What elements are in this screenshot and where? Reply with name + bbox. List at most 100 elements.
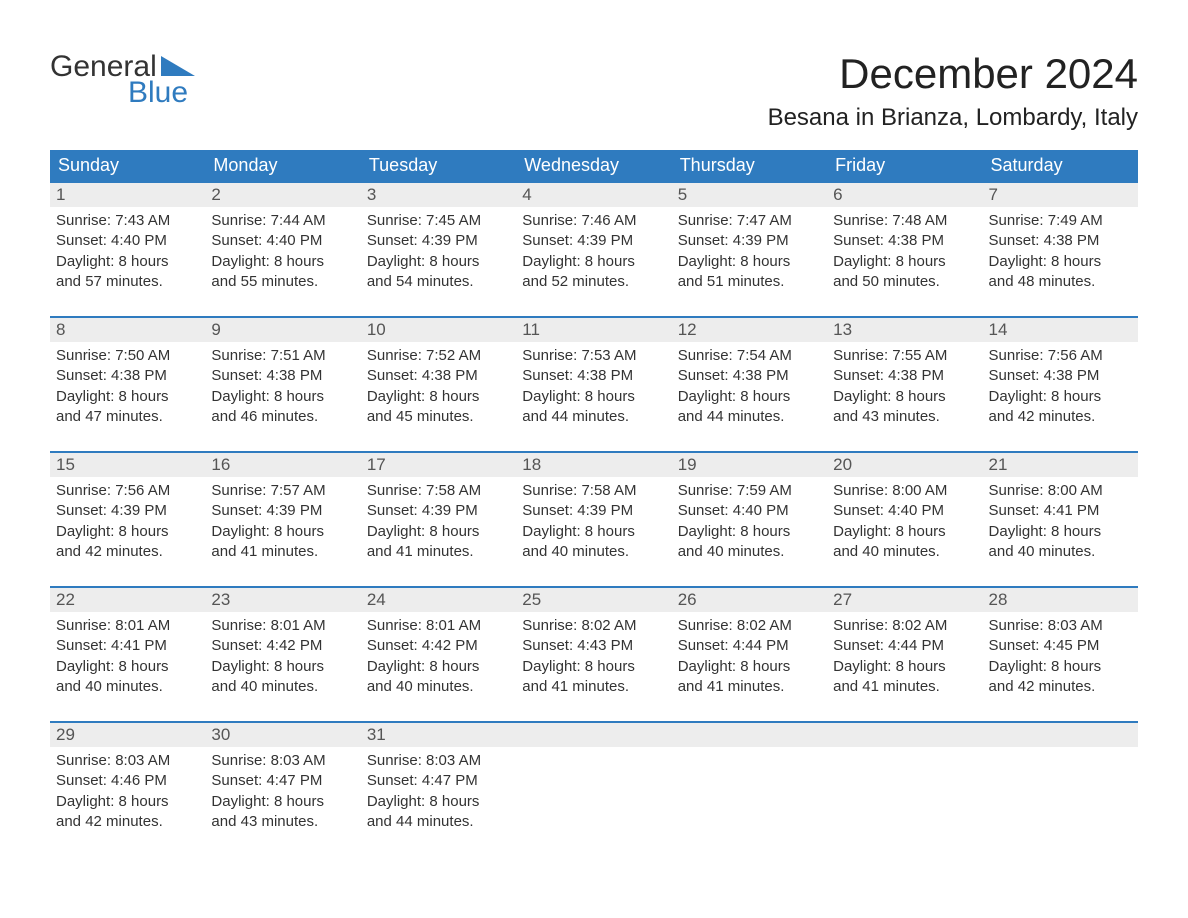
daylight-line1: Daylight: 8 hours <box>56 792 199 812</box>
sunset-text: Sunset: 4:40 PM <box>833 501 976 521</box>
day-number <box>827 723 982 747</box>
location-text: Besana in Brianza, Lombardy, Italy <box>768 104 1138 132</box>
sunset-text: Sunset: 4:43 PM <box>522 636 665 656</box>
sunset-text: Sunset: 4:38 PM <box>833 231 976 251</box>
weekday-friday: Friday <box>827 150 982 181</box>
day-number: 29 <box>50 723 205 747</box>
day-number: 23 <box>205 588 360 612</box>
day-number: 10 <box>361 318 516 342</box>
sunrise-text: Sunrise: 8:00 AM <box>833 481 976 501</box>
sunset-text: Sunset: 4:40 PM <box>678 501 821 521</box>
day-number: 12 <box>672 318 827 342</box>
daylight-line1: Daylight: 8 hours <box>833 657 976 677</box>
week-row: 293031Sunrise: 8:03 AMSunset: 4:46 PMDay… <box>50 721 1138 838</box>
sunrise-text: Sunrise: 8:03 AM <box>367 751 510 771</box>
daylight-line2: and 44 minutes. <box>367 812 510 832</box>
sunrise-text: Sunrise: 8:00 AM <box>989 481 1132 501</box>
daylight-line1: Daylight: 8 hours <box>833 252 976 272</box>
day-number: 19 <box>672 453 827 477</box>
day-detail: Sunrise: 7:52 AMSunset: 4:38 PMDaylight:… <box>361 342 516 433</box>
sunrise-text: Sunrise: 7:46 AM <box>522 211 665 231</box>
daylight-line1: Daylight: 8 hours <box>989 387 1132 407</box>
day-number-row: 1234567 <box>50 181 1138 207</box>
daylight-line2: and 40 minutes. <box>367 677 510 697</box>
sunset-text: Sunset: 4:39 PM <box>678 231 821 251</box>
day-number: 25 <box>516 588 671 612</box>
sunrise-text: Sunrise: 7:58 AM <box>522 481 665 501</box>
day-number: 7 <box>983 183 1138 207</box>
daylight-line2: and 41 minutes. <box>211 542 354 562</box>
sunrise-text: Sunrise: 7:47 AM <box>678 211 821 231</box>
day-number-row: 22232425262728 <box>50 586 1138 612</box>
sunset-text: Sunset: 4:44 PM <box>833 636 976 656</box>
daylight-line1: Daylight: 8 hours <box>522 657 665 677</box>
day-number: 20 <box>827 453 982 477</box>
sunset-text: Sunset: 4:38 PM <box>211 366 354 386</box>
daylight-line1: Daylight: 8 hours <box>522 252 665 272</box>
logo-text-blue: Blue <box>128 76 188 110</box>
day-number-row: 891011121314 <box>50 316 1138 342</box>
day-detail-row: Sunrise: 8:03 AMSunset: 4:46 PMDaylight:… <box>50 747 1138 838</box>
sunrise-text: Sunrise: 7:54 AM <box>678 346 821 366</box>
daylight-line1: Daylight: 8 hours <box>211 792 354 812</box>
sunset-text: Sunset: 4:38 PM <box>367 366 510 386</box>
daylight-line1: Daylight: 8 hours <box>367 792 510 812</box>
daylight-line1: Daylight: 8 hours <box>678 387 821 407</box>
day-detail: Sunrise: 7:43 AMSunset: 4:40 PMDaylight:… <box>50 207 205 298</box>
sunrise-text: Sunrise: 7:44 AM <box>211 211 354 231</box>
sunrise-text: Sunrise: 8:01 AM <box>56 616 199 636</box>
sunrise-text: Sunrise: 7:43 AM <box>56 211 199 231</box>
daylight-line1: Daylight: 8 hours <box>211 252 354 272</box>
week-row: 891011121314 Sunrise: 7:50 AM Sunset: 4:38… <box>50 316 1138 433</box>
daylight-line1: Daylight: 8 hours <box>56 522 199 542</box>
daylight-line2: and 41 minutes. <box>833 677 976 697</box>
daylight-line2: and 42 minutes. <box>56 542 199 562</box>
daylight-line2: and 42 minutes. <box>989 407 1132 427</box>
sunrise-text: Sunrise: 7:45 AM <box>367 211 510 231</box>
day-detail: Sunrise: 7:44 AMSunset: 4:40 PMDaylight:… <box>205 207 360 298</box>
day-number: 27 <box>827 588 982 612</box>
day-detail <box>672 747 827 838</box>
daylight-line2: and 54 minutes. <box>367 272 510 292</box>
daylight-line2: and 44 minutes. <box>522 407 665 427</box>
daylight-line1: Daylight: 8 hours <box>211 522 354 542</box>
day-detail: Sunrise: 7:53 AMSunset: 4:38 PMDaylight:… <box>516 342 671 433</box>
sunrise-text: Sunrise: 7:53 AM <box>522 346 665 366</box>
day-detail: Sunrise: 8:00 AMSunset: 4:40 PMDaylight:… <box>827 477 982 568</box>
week-row: 22232425262728 Sunrise: 8:01 AM Sunset: 4:… <box>50 586 1138 703</box>
day-detail: Sunrise: 7:55 AMSunset: 4:38 PMDaylight:… <box>827 342 982 433</box>
daylight-line1: Daylight: 8 hours <box>833 522 976 542</box>
day-number: 26 <box>672 588 827 612</box>
day-detail <box>827 747 982 838</box>
sunset-text: Sunset: 4:39 PM <box>56 501 199 521</box>
sunset-text: Sunset: 4:46 PM <box>56 771 199 791</box>
weekday-sunday: Sunday <box>50 150 205 181</box>
daylight-line2: and 48 minutes. <box>989 272 1132 292</box>
title-block: December 2024 Besana in Brianza, Lombard… <box>768 50 1138 132</box>
sunrise-text: Sunrise: 7:48 AM <box>833 211 976 231</box>
day-detail: Sunrise: 7:56 AMSunset: 4:39 PMDaylight:… <box>50 477 205 568</box>
sunrise-text: Sunrise: 8:03 AM <box>211 751 354 771</box>
daylight-line2: and 43 minutes. <box>211 812 354 832</box>
sunrise-text: Sunrise: 8:03 AM <box>989 616 1132 636</box>
day-number: 11 <box>516 318 671 342</box>
daylight-line1: Daylight: 8 hours <box>989 252 1132 272</box>
sunset-text: Sunset: 4:42 PM <box>367 636 510 656</box>
daylight-line2: and 40 minutes. <box>522 542 665 562</box>
day-number: 15 <box>50 453 205 477</box>
day-detail: Sunrise: 8:02 AMSunset: 4:44 PMDaylight:… <box>672 612 827 703</box>
day-detail: Sunrise: 7:59 AMSunset: 4:40 PMDaylight:… <box>672 477 827 568</box>
sunset-text: Sunset: 4:47 PM <box>367 771 510 791</box>
daylight-line2: and 41 minutes. <box>678 677 821 697</box>
weekday-wednesday: Wednesday <box>516 150 671 181</box>
sunrise-text: Sunrise: 7:50 AM <box>56 346 199 366</box>
sunset-text: Sunset: 4:39 PM <box>522 501 665 521</box>
sunset-text: Sunset: 4:38 PM <box>989 366 1132 386</box>
sunrise-text: Sunrise: 8:03 AM <box>56 751 199 771</box>
sunrise-text: Sunrise: 7:49 AM <box>989 211 1132 231</box>
header: General Blue December 2024 Besana in Bri… <box>50 50 1138 132</box>
day-number: 4 <box>516 183 671 207</box>
day-number-row: 293031 <box>50 721 1138 747</box>
day-detail: Sunrise: 7:49 AMSunset: 4:38 PMDaylight:… <box>983 207 1138 298</box>
sunrise-text: Sunrise: 7:58 AM <box>367 481 510 501</box>
